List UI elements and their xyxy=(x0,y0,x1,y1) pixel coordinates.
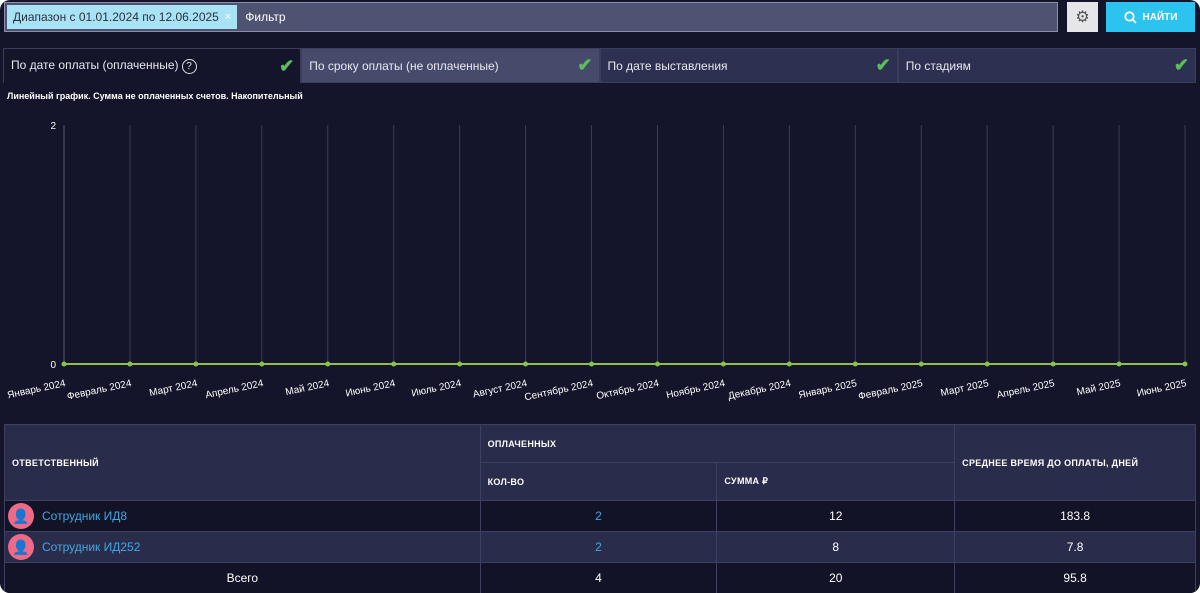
data-point xyxy=(391,361,397,367)
filter-placeholder: Фильтр xyxy=(245,10,286,24)
x-tick-label: Сентябрь 2024 xyxy=(523,377,594,403)
avg-cell: 7.8 xyxy=(954,531,1196,563)
tab-by-issue-date[interactable]: По дате выставления ✔ xyxy=(599,48,898,83)
tab-label: По дате оплаты (оплаченные) xyxy=(11,58,179,72)
data-point xyxy=(127,361,133,367)
data-point xyxy=(1050,361,1056,367)
data-point xyxy=(654,361,660,367)
avg-cell: 183.8 xyxy=(954,500,1196,532)
total-label: Всего xyxy=(4,562,481,593)
total-count: 4 xyxy=(479,562,718,593)
col-avg-days: СРЕДНЕЕ ВРЕМЯ ДО ОПЛАТЫ, ДНЕЙ xyxy=(954,424,1196,501)
tab-by-stages[interactable]: По стадиям ✔ xyxy=(897,48,1196,83)
x-tick-label: Апрель 2025 xyxy=(996,378,1056,401)
filter-input[interactable]: Диапазон с 01.01.2024 по 12.06.2025 × Фил… xyxy=(4,2,1058,32)
data-point xyxy=(1182,361,1188,367)
x-tick-label: Февраль 2025 xyxy=(857,378,924,403)
col-count: КОЛ-ВО xyxy=(479,462,718,501)
tab-label: По стадиям xyxy=(905,58,971,73)
table-row: 👤 Сотрудник ИД8 2 12 183.8 xyxy=(4,500,1196,532)
x-tick-label: Декабрь 2024 xyxy=(727,377,793,402)
remove-tag-icon[interactable]: × xyxy=(224,11,232,23)
employee-link[interactable]: Сотрудник ИД252 xyxy=(42,540,141,554)
data-point xyxy=(720,361,726,367)
tab-label: По дате выставления xyxy=(607,58,728,73)
data-point xyxy=(61,361,67,367)
col-sum: СУММА ₽ xyxy=(716,462,956,501)
total-row: Всего 4 20 95.8 xyxy=(4,562,1196,593)
x-tick-label: Октябрь 2024 xyxy=(595,377,660,402)
total-sum: 20 xyxy=(716,562,956,593)
x-tick-label: Май 2025 xyxy=(1076,378,1122,398)
x-tick-label: Ноябрь 2024 xyxy=(665,377,726,401)
total-avg: 95.8 xyxy=(954,562,1196,593)
line-chart: Январь 2024 Февраль 2024 Март 2024 Апрель 2… xyxy=(6,121,1188,403)
gear-icon: ⚙ xyxy=(1075,9,1090,26)
sum-cell: 12 xyxy=(716,500,956,532)
y-tick-label: 2 xyxy=(50,121,56,132)
count-link[interactable]: 2 xyxy=(479,531,718,563)
report-tabs: По дате оплаты (оплаченные)? ✔ По сроку о… xyxy=(3,48,1196,83)
search-icon xyxy=(1123,10,1137,24)
data-point xyxy=(325,361,331,367)
y-tick-label: 0 xyxy=(50,360,56,371)
x-tick-label: Июнь 2024 xyxy=(345,378,397,399)
count-link[interactable]: 2 xyxy=(479,500,718,532)
data-point xyxy=(523,361,529,367)
x-tick-label: Май 2024 xyxy=(284,378,330,398)
col-responsible: ОТВЕТСТВЕННЫЙ xyxy=(4,424,481,501)
check-icon: ✔ xyxy=(279,55,295,76)
data-point xyxy=(259,361,265,367)
x-tick-label: Август 2024 xyxy=(472,378,529,400)
tab-label: По сроку оплаты (не оплаченные) xyxy=(309,58,499,73)
col-paid: ОПЛАЧЕННЫХ xyxy=(479,424,956,463)
x-tick-label: Март 2025 xyxy=(940,378,991,399)
check-icon: ✔ xyxy=(577,55,593,75)
tab-by-due-date[interactable]: По сроку оплаты (не оплаченные) ✔ xyxy=(301,48,600,83)
table-row: 👤 Сотрудник ИД252 2 8 7.8 xyxy=(4,531,1196,563)
data-point xyxy=(457,361,463,367)
find-button[interactable]: НАЙТИ xyxy=(1106,2,1195,32)
date-range-tag: Диапазон с 01.01.2024 по 12.06.2025 × xyxy=(7,5,238,29)
x-tick-label: Июль 2024 xyxy=(411,378,463,399)
avatar: 👤 xyxy=(8,503,34,529)
data-point xyxy=(193,361,199,367)
settings-button[interactable]: ⚙ xyxy=(1067,2,1098,32)
data-point xyxy=(984,361,990,367)
x-tick-label: Март 2024 xyxy=(148,378,199,399)
help-icon[interactable]: ? xyxy=(181,59,197,74)
x-tick-label: Январь 2025 xyxy=(798,378,859,401)
find-label: НАЙТИ xyxy=(1142,11,1178,23)
data-point xyxy=(786,361,792,367)
sum-cell: 8 xyxy=(716,531,956,563)
avatar: 👤 xyxy=(8,534,34,560)
date-range-label: Диапазон с 01.01.2024 по 12.06.2025 xyxy=(13,10,219,24)
x-tick-label: Июнь 2025 xyxy=(1136,378,1188,399)
x-tick-label: Апрель 2024 xyxy=(204,378,264,401)
employee-link[interactable]: Сотрудник ИД8 xyxy=(42,509,128,523)
check-icon: ✔ xyxy=(875,55,891,75)
x-tick-label: Январь 2024 xyxy=(6,378,67,401)
data-point xyxy=(852,361,858,367)
tab-by-payment-date[interactable]: По дате оплаты (оплаченные)? ✔ xyxy=(3,48,302,83)
data-point xyxy=(589,361,595,367)
data-point xyxy=(1116,361,1122,367)
data-point xyxy=(918,361,924,367)
chart-title: Линейный график. Сумма не оплаченных сче… xyxy=(7,91,303,101)
summary-table: ОТВЕТСТВЕННЫЙ ОПЛАЧЕННЫХ СРЕДНЕЕ ВРЕМЯ Д… xyxy=(4,424,1196,593)
x-tick-label: Февраль 2024 xyxy=(66,378,133,403)
check-icon: ✔ xyxy=(1173,55,1189,75)
